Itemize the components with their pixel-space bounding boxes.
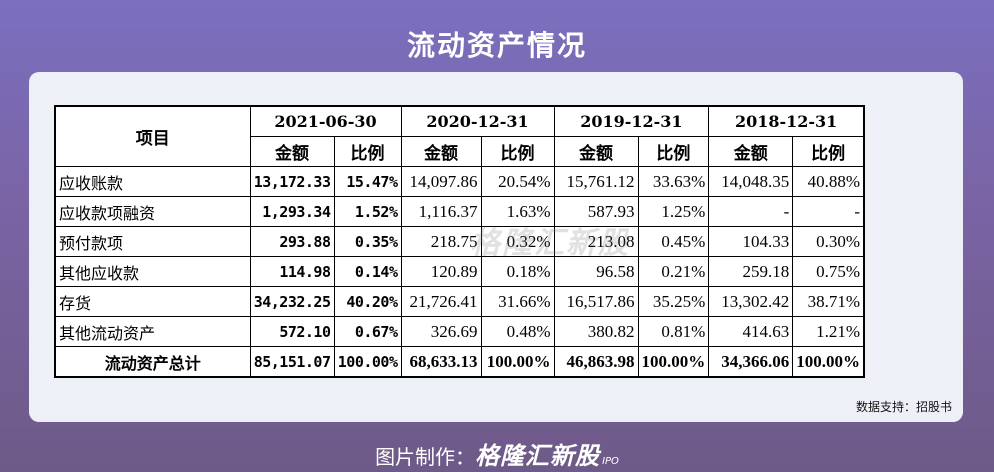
cell-value: 1.52%: [333, 196, 402, 227]
footer-credit: 图片制作：格隆汇新股 IPO: [0, 436, 994, 471]
table-row: 应收款项融资 1,293.34 1.52% 1,116.37 1.63% 587…: [54, 196, 865, 227]
date-header: 2020-12-31: [400, 105, 555, 137]
footer-brand-logo: 格隆汇新股: [475, 442, 601, 470]
cell-value: 120.89: [400, 256, 482, 287]
cell-value: 104.33: [708, 226, 794, 257]
row-label: 其他流动资产: [54, 316, 251, 347]
table-row: 预付款项 293.88 0.35% 218.75 0.32% 213.08 0.…: [54, 226, 865, 257]
total-row: 流动资产总计 85,151.07 100.00% 68,633.13 100.0…: [54, 346, 865, 378]
total-value: 100.00%: [792, 346, 865, 378]
cell-value: 1,116.37: [400, 196, 482, 227]
cell-value: 572.10: [249, 316, 335, 347]
table-row: 存货 34,232.25 40.20% 21,726.41 31.66% 16,…: [54, 286, 865, 317]
total-value: 100.00%: [333, 346, 402, 378]
row-label: 存货: [54, 286, 251, 317]
footer-ipo-label: IPO: [602, 456, 619, 467]
date-header-row: 项目 2021-06-30 2020-12-31 2019-12-31 2018…: [54, 105, 865, 167]
cell-value: 20.54%: [480, 166, 555, 197]
cell-value: 1.21%: [792, 316, 865, 347]
cell-value: 0.14%: [333, 256, 402, 287]
cell-value: 13,302.42: [708, 286, 794, 317]
source-note: 数据支持：招股书: [855, 400, 952, 414]
cell-value: 14,097.86: [400, 166, 482, 197]
date-header: 2021-06-30: [249, 105, 402, 137]
cell-value: 218.75: [400, 226, 482, 257]
sub-header-row: 金额 比例 金额 比例 金额 比例 金额 比例: [55, 136, 865, 167]
cell-value: 1.25%: [637, 196, 710, 227]
cell-value: -: [708, 196, 794, 227]
cell-value: -: [792, 196, 865, 227]
cell-value: 213.08: [553, 226, 639, 257]
cell-value: 414.63: [708, 316, 794, 347]
ratio-header: 比例: [792, 136, 865, 167]
total-value: 68,633.13: [400, 346, 482, 378]
row-label: 预付款项: [54, 226, 251, 257]
cell-value: 0.75%: [792, 256, 865, 287]
date-header: 2019-12-31: [553, 105, 710, 137]
row-label: 应收款项融资: [54, 196, 251, 227]
cell-value: 0.21%: [637, 256, 710, 287]
table-row: 其他流动资产 572.10 0.67% 326.69 0.48% 380.82 …: [54, 316, 865, 347]
cell-value: 15,761.12: [553, 166, 639, 197]
cell-value: 21,726.41: [400, 286, 482, 317]
cell-value: 1.63%: [480, 196, 555, 227]
cell-value: 293.88: [249, 226, 335, 257]
cell-value: 38.71%: [792, 286, 865, 317]
total-label: 流动资产总计: [54, 346, 251, 378]
amount-header: 金额: [400, 136, 482, 167]
cell-value: 0.67%: [333, 316, 402, 347]
table-row: 应收账款 13,172.33 15.47% 14,097.86 20.54% 1…: [54, 166, 865, 197]
total-value: 46,863.98: [553, 346, 639, 378]
cell-value: 1,293.34: [249, 196, 335, 227]
page-title: 流动资产情况: [406, 29, 587, 62]
amount-header: 金额: [708, 136, 794, 167]
cell-value: 326.69: [400, 316, 482, 347]
cell-value: 0.45%: [637, 226, 710, 257]
total-value: 100.00%: [480, 346, 555, 378]
cell-value: 35.25%: [637, 286, 710, 317]
cell-value: 31.66%: [480, 286, 555, 317]
item-header: 项目: [54, 105, 251, 167]
cell-value: 0.35%: [333, 226, 402, 257]
cell-value: 15.47%: [333, 166, 402, 197]
cell-value: 40.20%: [333, 286, 402, 317]
cell-value: 34,232.25: [249, 286, 335, 317]
cell-value: 16,517.86: [553, 286, 639, 317]
row-label: 其他应收款: [54, 256, 251, 287]
total-value: 34,366.06: [708, 346, 794, 378]
ratio-header: 比例: [480, 136, 555, 167]
total-value: 100.00%: [637, 346, 710, 378]
ratio-header: 比例: [333, 136, 402, 167]
cell-value: 259.18: [708, 256, 794, 287]
cell-value: 0.81%: [637, 316, 710, 347]
cell-value: 0.32%: [480, 226, 555, 257]
amount-header: 金额: [249, 136, 335, 167]
table-row: 其他应收款 114.98 0.14% 120.89 0.18% 96.58 0.…: [54, 256, 865, 287]
cell-value: 0.18%: [480, 256, 555, 287]
cell-value: 40.88%: [792, 166, 865, 197]
cell-value: 587.93: [553, 196, 639, 227]
current-assets-table: 项目 2021-06-30 2020-12-31 2019-12-31 2018…: [54, 105, 865, 378]
cell-value: 380.82: [553, 316, 639, 347]
footer-prefix: 图片制作：: [375, 445, 476, 469]
cell-value: 0.30%: [792, 226, 865, 257]
cell-value: 96.58: [553, 256, 639, 287]
watermark: 格隆汇新股: [470, 226, 630, 261]
cell-value: 14,048.35: [708, 166, 794, 197]
cell-value: 13,172.33: [249, 166, 335, 197]
row-label: 应收账款: [54, 166, 251, 197]
cell-value: 0.48%: [480, 316, 555, 347]
total-value: 85,151.07: [249, 346, 335, 378]
amount-header: 金额: [553, 136, 639, 167]
ratio-header: 比例: [637, 136, 710, 167]
cell-value: 114.98: [249, 256, 335, 287]
cell-value: 33.63%: [637, 166, 710, 197]
date-header: 2018-12-31: [708, 105, 865, 137]
